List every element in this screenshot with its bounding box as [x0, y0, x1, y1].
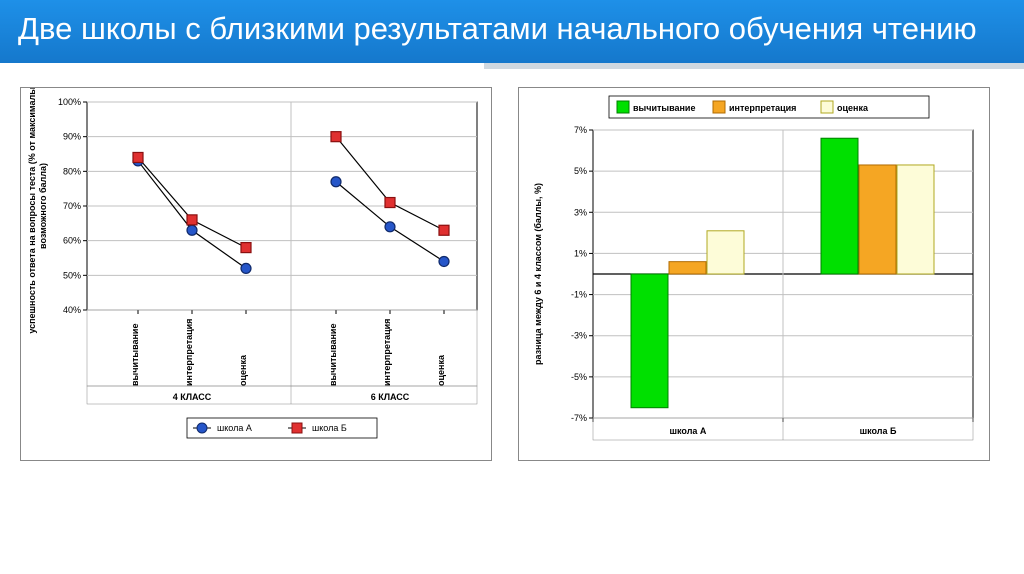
svg-text:успешность ответа на вопросы т: успешность ответа на вопросы теста (% от… — [27, 88, 48, 334]
svg-text:интерпретация: интерпретация — [184, 318, 194, 385]
slide-header: Две школы с близкими результатами началь… — [0, 0, 1024, 63]
svg-text:разница между 6 и 4 классом (б: разница между 6 и 4 классом (баллы, %) — [533, 183, 543, 365]
svg-text:школа Б: школа Б — [860, 426, 897, 436]
svg-text:40%: 40% — [63, 305, 81, 315]
svg-text:-3%: -3% — [571, 330, 587, 340]
svg-text:-7%: -7% — [571, 413, 587, 423]
svg-text:1%: 1% — [574, 248, 587, 258]
svg-text:6 КЛАСС: 6 КЛАСС — [371, 392, 410, 402]
svg-text:4 КЛАСС: 4 КЛАСС — [173, 392, 212, 402]
svg-text:-1%: -1% — [571, 289, 587, 299]
svg-text:школа А: школа А — [670, 426, 707, 436]
header-title: Две школы с близкими результатами началь… — [18, 11, 977, 46]
svg-text:100%: 100% — [58, 97, 81, 107]
svg-text:интерпретация: интерпретация — [729, 103, 796, 113]
svg-text:оценка: оценка — [238, 354, 248, 386]
svg-text:-5%: -5% — [571, 372, 587, 382]
chart-left-panel: 40% 50% 60% 70% 80% 90% 100% успешность ответа … — [20, 87, 492, 461]
svg-text:вычитывание: вычитывание — [130, 323, 140, 385]
svg-text:70%: 70% — [63, 201, 81, 211]
svg-text:оценка: оценка — [436, 354, 446, 386]
svg-text:60%: 60% — [63, 235, 81, 245]
bar-chart: вычитывание интерпретация оценка -7% -5% -3% -… — [519, 88, 989, 460]
svg-text:вычитывание: вычитывание — [328, 323, 338, 385]
svg-text:50%: 50% — [63, 270, 81, 280]
svg-text:школа А: школа А — [217, 423, 252, 433]
svg-text:5%: 5% — [574, 166, 587, 176]
svg-text:80%: 80% — [63, 166, 81, 176]
svg-text:школа Б: школа Б — [312, 423, 347, 433]
svg-text:7%: 7% — [574, 125, 587, 135]
svg-text:интерпретация: интерпретация — [382, 318, 392, 385]
svg-text:оценка: оценка — [837, 103, 869, 113]
chart-right-panel: вычитывание интерпретация оценка -7% -5% -3% -… — [518, 87, 990, 461]
charts-row: 40% 50% 60% 70% 80% 90% 100% успешность ответа … — [0, 63, 1024, 461]
svg-text:вычитывание: вычитывание — [633, 103, 695, 113]
svg-text:3%: 3% — [574, 207, 587, 217]
svg-text:90%: 90% — [63, 131, 81, 141]
line-chart: 40% 50% 60% 70% 80% 90% 100% успешность ответа … — [21, 88, 491, 460]
